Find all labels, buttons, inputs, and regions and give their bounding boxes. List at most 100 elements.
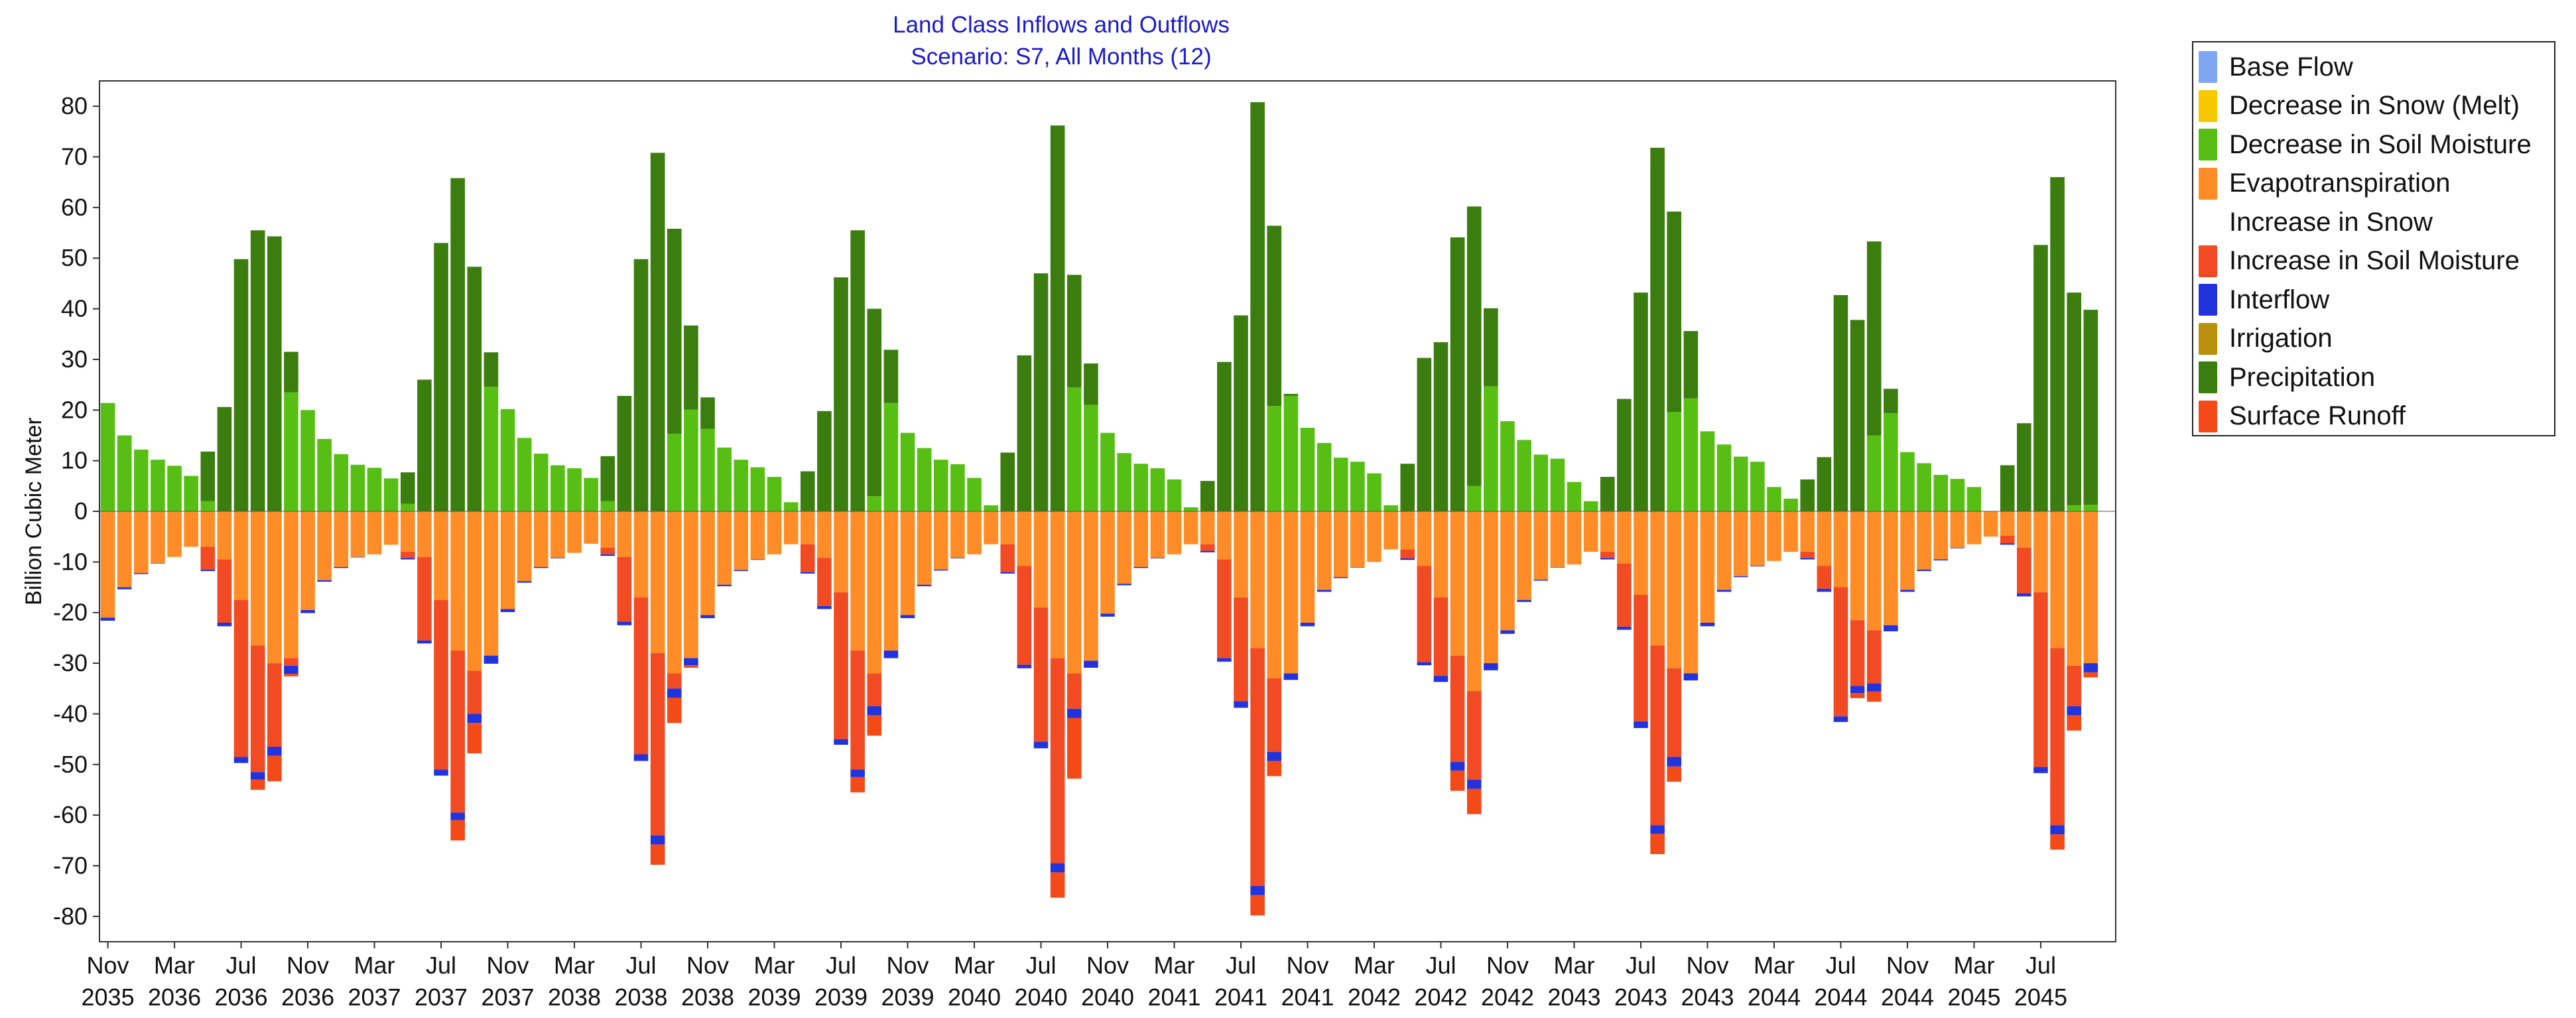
bar-segment: [1100, 511, 1115, 614]
bar-segment: [1833, 294, 1848, 511]
bar-segment: [383, 511, 399, 545]
bar-segment: [2050, 177, 2065, 511]
bar-segment: [834, 277, 848, 511]
bar-segment: [1866, 630, 1882, 684]
bar-segment: [1866, 435, 1882, 511]
bar-segment: [967, 511, 982, 554]
bar-segment: [1617, 511, 1632, 564]
bar-segment: [1350, 566, 1365, 568]
bar-segment: [2000, 535, 2015, 544]
bar-segment: [1650, 825, 1665, 834]
bar-segment: [233, 600, 249, 757]
bar-segment: [1283, 393, 1299, 396]
bar-segment: [134, 573, 149, 574]
bar-segment: [1200, 511, 1215, 544]
x-tick-label-month: Mar: [1153, 952, 1194, 979]
legend-item: Evapotranspiration: [2193, 164, 2554, 204]
bar-segment: [1267, 751, 1282, 761]
bar-segment: [617, 395, 632, 511]
bar-segment: [684, 409, 698, 511]
bar-segment: [1683, 331, 1699, 399]
bar-segment: [1384, 511, 1398, 550]
bar-segment: [1833, 511, 1848, 588]
bar-segment: [1350, 511, 1365, 567]
bar-segment: [1234, 511, 1248, 598]
bar-segment: [1217, 658, 1232, 662]
bar-segment: [434, 511, 448, 600]
bar-segment: [1250, 102, 1265, 511]
bar-segment: [434, 600, 448, 770]
bar-segment: [134, 511, 149, 574]
bar-segment: [483, 387, 499, 511]
bar-segment: [417, 511, 432, 557]
bar-segment: [584, 477, 598, 511]
bar-segment: [1900, 511, 1915, 590]
bar-segment: [1433, 676, 1449, 682]
bar-segment: [2050, 834, 2065, 850]
bar-segment: [167, 511, 182, 557]
legend-label: Interflow: [2229, 285, 2330, 314]
bar-segment: [483, 655, 499, 664]
bar-segment: [2067, 706, 2081, 716]
bar-segment: [2050, 648, 2065, 826]
bar-segment: [1234, 701, 1248, 708]
bar-segment: [284, 392, 298, 511]
bar-segment: [1117, 453, 1131, 511]
bar-segment: [100, 403, 115, 511]
bar-segment: [1217, 559, 1232, 659]
bar-segment: [1466, 485, 1482, 511]
x-tick-label-month: Mar: [1754, 952, 1795, 979]
x-tick-label-month: Nov: [1286, 952, 1328, 979]
bar-segment: [1450, 761, 1465, 771]
x-tick-label-year: 2040: [1081, 984, 1134, 1011]
bar-segment: [600, 554, 615, 556]
bar-segment: [1650, 834, 1665, 854]
bar-segment: [1650, 645, 1665, 826]
bar-segment: [267, 236, 282, 511]
x-tick-label-month: Jul: [1425, 952, 1456, 979]
bar-segment: [667, 673, 682, 689]
x-tick-label-year: 2042: [1414, 984, 1467, 1011]
bar-segment: [1600, 558, 1615, 560]
x-tick-label-month: Nov: [1686, 952, 1728, 979]
bar-segment: [300, 410, 315, 511]
bar-segment: [334, 566, 349, 568]
bar-segment: [1733, 456, 1748, 511]
x-tick-label-year: 2044: [1814, 984, 1867, 1011]
bar-segment: [1484, 511, 1498, 664]
bar-segment: [633, 511, 649, 598]
bar-segment: [1567, 481, 1582, 511]
x-tick-label-year: 2041: [1214, 984, 1267, 1011]
bar-segment: [1367, 473, 1382, 511]
bar-segment: [834, 739, 848, 745]
legend-label: Decrease in Snow (Melt): [2229, 91, 2520, 121]
legend-label: Decrease in Soil Moisture: [2229, 129, 2532, 159]
bar-segment: [200, 569, 216, 572]
bar-segment: [533, 566, 548, 568]
y-tick-label: -10: [53, 548, 88, 575]
bar-segment: [117, 435, 132, 511]
bar-segment: [1133, 464, 1149, 511]
bar-segment: [1617, 399, 1632, 511]
bar-segment: [767, 477, 782, 511]
y-tick-label: 30: [61, 346, 88, 373]
bar-segment: [684, 665, 698, 668]
bar-segment: [1600, 552, 1615, 558]
bar-segment: [1033, 607, 1049, 742]
bars: [100, 102, 2098, 916]
bar-segment: [1800, 479, 1815, 511]
bar-segment: [933, 511, 948, 570]
x-tick-label-year: 2035: [82, 984, 135, 1011]
legend-item: Decrease in Snow (Melt): [2193, 87, 2554, 126]
bar-segment: [1800, 558, 1815, 560]
bar-segment: [1033, 273, 1049, 511]
bar-segment: [900, 615, 915, 619]
bar-segment: [217, 511, 232, 560]
bar-segment: [483, 352, 499, 387]
legend-label: Increase in Snow: [2229, 207, 2433, 237]
x-tick-label-month: Mar: [754, 952, 795, 979]
bar-segment: [1500, 511, 1515, 631]
bar-segment: [1484, 663, 1498, 670]
bar-segment: [2050, 825, 2065, 835]
bar-segment: [1234, 597, 1248, 702]
